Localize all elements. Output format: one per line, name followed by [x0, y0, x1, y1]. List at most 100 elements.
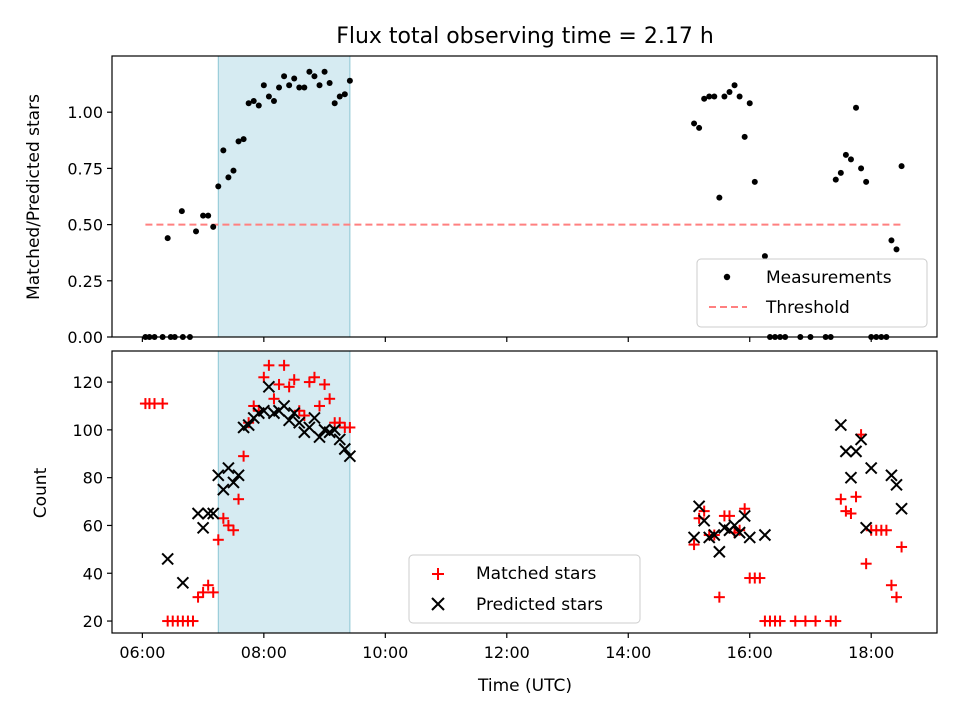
- measurement-point: [215, 183, 222, 190]
- measurement-point: [711, 93, 718, 100]
- predicted-star-point: [227, 476, 240, 489]
- matched-star-point: [896, 541, 908, 553]
- measurement-point: [306, 68, 313, 75]
- predicted-star-point: [222, 461, 235, 475]
- matched-star-point: [880, 524, 892, 536]
- predicted-star-point: [308, 411, 321, 425]
- matched-star-point: [308, 371, 320, 383]
- measurement-point: [260, 82, 267, 89]
- bottom-x-axis-label: Time (UTC): [477, 676, 572, 696]
- y-tick-label: 0.25: [67, 272, 103, 291]
- predicted-star-point: [885, 469, 898, 482]
- matched-star-point: [850, 491, 862, 503]
- matched-star-point: [197, 586, 209, 598]
- matched-star-point: [885, 579, 897, 591]
- y-tick-label: 100: [72, 421, 103, 440]
- measurement-point: [245, 100, 252, 107]
- measurement-point: [761, 253, 768, 260]
- matched-star-point: [227, 524, 239, 536]
- measurement-point: [291, 75, 298, 82]
- measurement-point: [301, 84, 308, 91]
- measurement-point: [331, 100, 338, 107]
- measurement-point: [842, 151, 849, 158]
- measurement-point: [240, 136, 247, 143]
- y-tick-label: 0.00: [67, 328, 103, 347]
- predicted-star-point: [207, 507, 220, 520]
- legend-threshold-label: Threshold: [765, 298, 850, 318]
- y-tick-label: 0.75: [67, 159, 103, 178]
- predicted-star-point: [692, 500, 706, 513]
- top-plot-frame: [111, 55, 938, 338]
- top-observing-window-shade: [217, 55, 351, 338]
- x-tick-label: 16:00: [727, 643, 773, 662]
- predicted-star-point: [277, 399, 291, 413]
- predicted-star-point: [890, 478, 903, 492]
- matched-star-point: [212, 534, 224, 546]
- measurement-point: [270, 97, 277, 104]
- y-tick-label: 0.50: [67, 216, 103, 235]
- predicted-star-point: [313, 430, 326, 444]
- predicted-star-point: [713, 545, 726, 558]
- matched-star-point: [774, 615, 786, 627]
- bottom-panel: Count Time (UTC) 20 40 60 80 100 120 06:00 08:…: [31, 350, 938, 696]
- matched-star-point: [233, 493, 245, 505]
- bottom-legend-box: [408, 554, 641, 624]
- measurement-point: [230, 167, 237, 174]
- predicted-star-point: [196, 521, 210, 535]
- predicted-star-point: [176, 576, 190, 590]
- predicted-star-point: [859, 521, 873, 535]
- predicted-star-point: [161, 552, 174, 566]
- predicted-star-point: [293, 416, 306, 429]
- predicted-star-point: [834, 418, 848, 432]
- measurement-point: [311, 73, 318, 80]
- predicted-star-point: [328, 423, 341, 437]
- matched-star-point: [688, 539, 700, 551]
- measurement-point: [726, 88, 733, 95]
- measurement-point: [321, 68, 328, 75]
- matched-star-point: [860, 558, 872, 570]
- x-tick-label: 10:00: [362, 643, 408, 662]
- measurement-point: [225, 174, 232, 181]
- measurement-point: [281, 73, 288, 80]
- top-x-ticks: [141, 337, 872, 342]
- x-tick-label: 14:00: [605, 643, 651, 662]
- matched-star-point: [840, 505, 852, 517]
- predicted-star-point: [242, 418, 255, 432]
- x-tick-label: 12:00: [484, 643, 530, 662]
- measurement-point: [250, 97, 257, 104]
- top-legend-box: [696, 258, 928, 328]
- measurement-point: [696, 124, 703, 131]
- bottom-plot-frame: [111, 350, 938, 634]
- matched-star-point: [238, 450, 250, 462]
- bottom-predicted-layer: [161, 380, 908, 590]
- y-tick-label: 40: [83, 564, 103, 583]
- predicted-star-point: [333, 433, 346, 446]
- predicted-star-point: [844, 471, 858, 484]
- matched-star-point: [278, 359, 290, 371]
- legend-predicted-label: Predicted stars: [476, 595, 603, 615]
- predicted-star-point: [257, 404, 271, 417]
- measurement-point: [164, 235, 171, 242]
- measurement-point: [336, 93, 343, 100]
- legend-measurements-label: Measurements: [766, 268, 892, 288]
- measurement-point: [721, 93, 728, 100]
- bottom-y-axis-label: Count: [31, 467, 51, 518]
- predicted-star-point: [282, 414, 296, 427]
- predicted-star-point: [738, 509, 751, 523]
- bottom-x-ticks: 06:00 08:00 10:00 12:00 14:00 16:00 18:00: [119, 633, 894, 662]
- measurement-point: [731, 82, 738, 89]
- legend-matched-label: Matched stars: [476, 564, 596, 584]
- predicted-star-point: [864, 461, 878, 475]
- measurement-point: [832, 176, 839, 183]
- measurement-point: [691, 120, 698, 127]
- top-y-axis-label: Matched/Predicted stars: [24, 94, 44, 300]
- matched-star-point: [298, 410, 310, 422]
- measurement-point: [235, 138, 242, 145]
- predicted-star-point: [288, 406, 301, 420]
- measurement-point: [200, 212, 207, 219]
- measurement-point: [898, 163, 905, 170]
- matched-star-point: [303, 376, 315, 388]
- matched-star-point: [283, 381, 295, 393]
- matched-star-point: [157, 398, 169, 410]
- measurement-point: [701, 95, 708, 102]
